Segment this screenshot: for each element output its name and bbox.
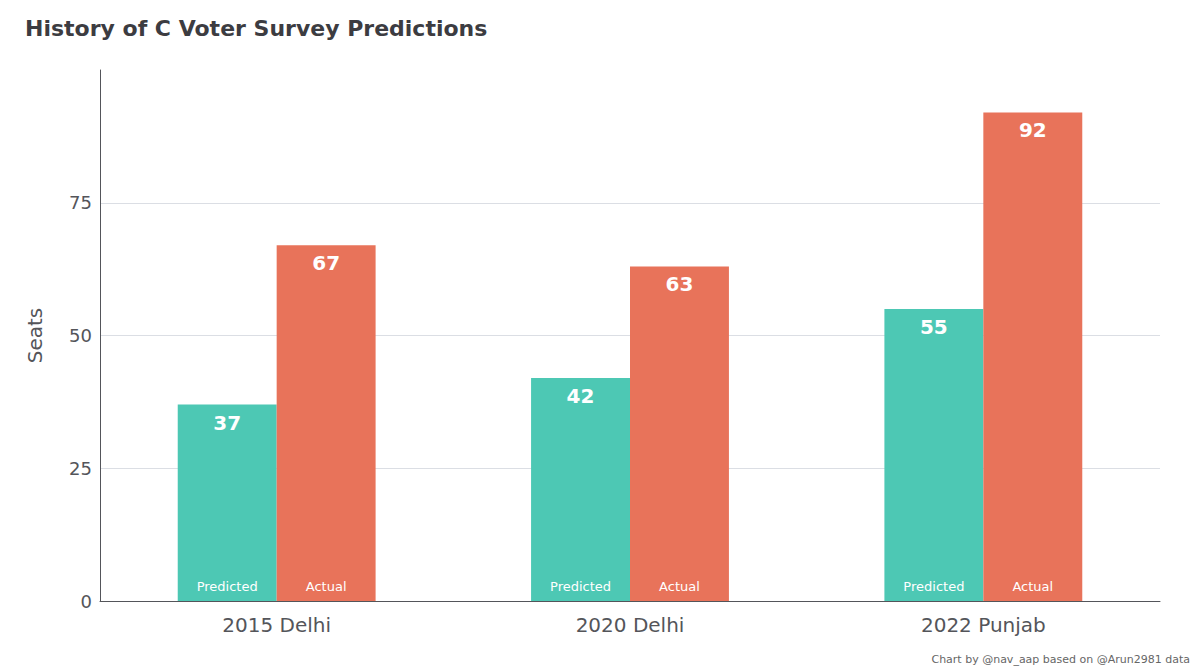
svg-text:Predicted: Predicted <box>550 579 611 594</box>
svg-text:75: 75 <box>69 192 92 213</box>
svg-text:Actual: Actual <box>1012 579 1053 594</box>
svg-text:Actual: Actual <box>659 579 700 594</box>
svg-text:63: 63 <box>666 272 694 296</box>
svg-text:37: 37 <box>213 411 241 435</box>
svg-text:92: 92 <box>1019 118 1047 142</box>
svg-text:Seats: Seats <box>23 308 47 364</box>
svg-text:History of C Voter Survey Pred: History of C Voter Survey Predictions <box>25 16 487 41</box>
svg-text:55: 55 <box>920 315 948 339</box>
svg-text:67: 67 <box>312 251 340 275</box>
svg-text:50: 50 <box>69 325 92 346</box>
svg-text:2022 Punjab: 2022 Punjab <box>921 613 1046 637</box>
svg-text:0: 0 <box>81 591 92 612</box>
svg-text:2015 Delhi: 2015 Delhi <box>222 613 331 637</box>
svg-text:Actual: Actual <box>306 579 347 594</box>
svg-text:2020 Delhi: 2020 Delhi <box>576 613 685 637</box>
svg-text:Predicted: Predicted <box>903 579 964 594</box>
svg-text:Chart by @nav_aap based on @Ar: Chart by @nav_aap based on @Arun2981 dat… <box>931 653 1190 666</box>
svg-text:25: 25 <box>69 458 92 479</box>
svg-text:Predicted: Predicted <box>197 579 258 594</box>
svg-text:42: 42 <box>567 384 595 408</box>
